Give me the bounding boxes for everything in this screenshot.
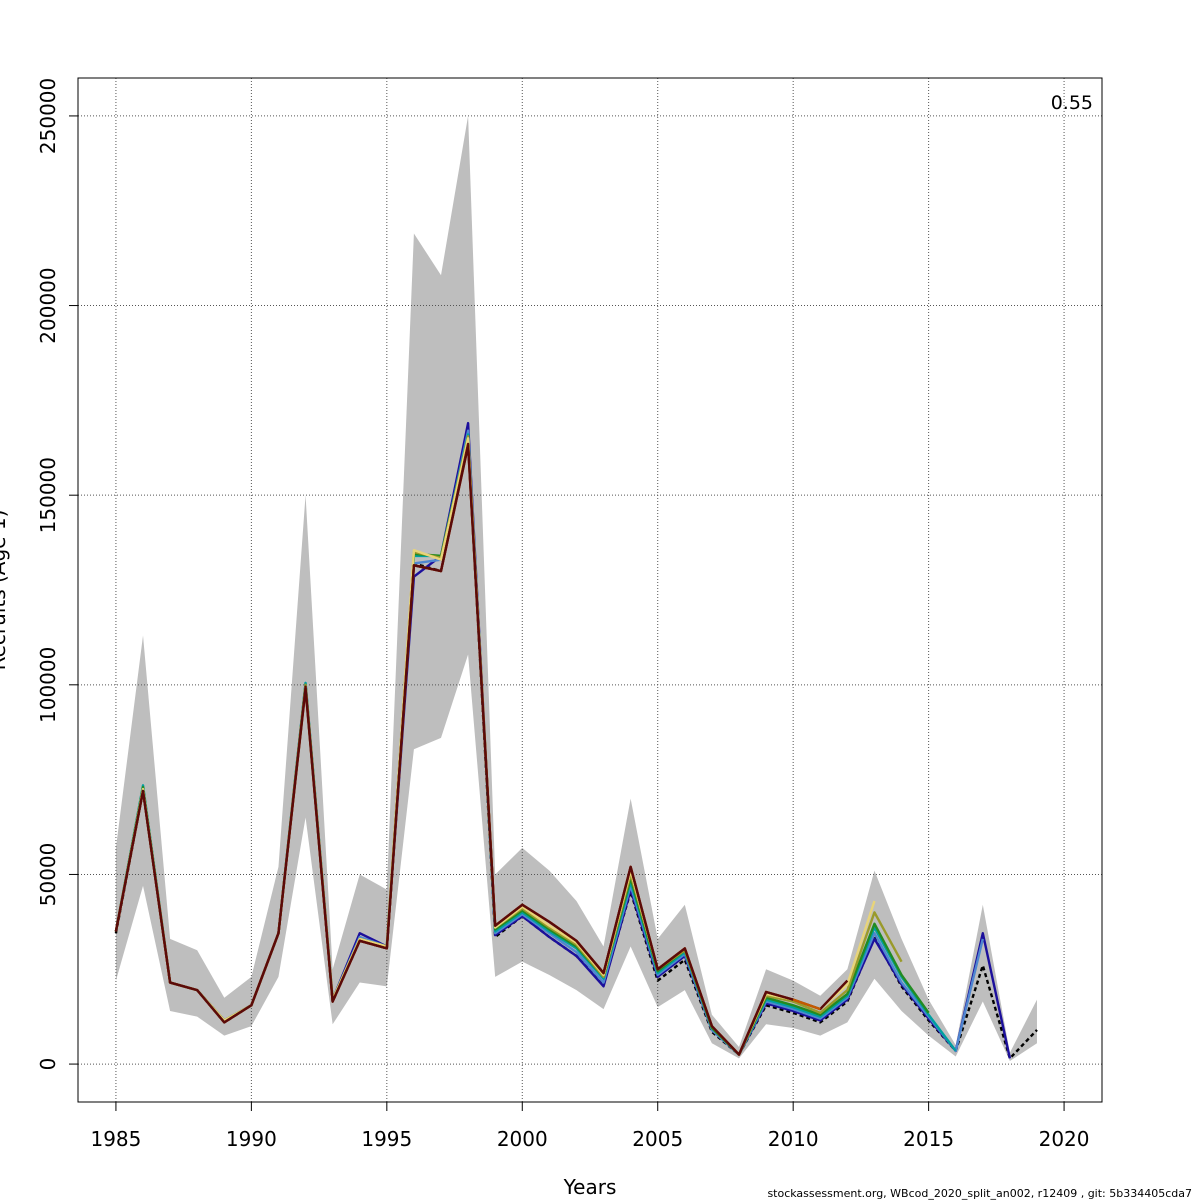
x-tick-label: 2015 [903,1127,954,1151]
x-axis: 1985 1990 1995 2000 2005 2010 2015 2020 [90,1101,1090,1151]
y-tick-label: 100000 [36,647,60,723]
x-tick-label: 1985 [90,1127,141,1151]
x-tick-label: 2005 [632,1127,683,1151]
y-tick-label: 150000 [36,457,60,533]
credit-footer: stockassessment.org, WBcod_2020_split_an… [767,1187,1192,1200]
annotation-value: 0.55 [1051,92,1093,114]
y-tick-label: 250000 [36,78,60,154]
x-tick-label: 1995 [361,1127,412,1151]
x-tick-label: 2010 [768,1127,819,1151]
confidence-band [115,115,1037,1062]
series-line-peel-9 [114,444,794,1056]
y-tick-label: 0 [36,1058,60,1071]
y-tick-label: 200000 [36,267,60,343]
y-tick-label: 50000 [36,843,60,907]
x-axis-title: Years [563,1175,617,1199]
x-tick-label: 2020 [1039,1127,1090,1151]
y-axis-title: Recruits (Age 1) [0,510,10,671]
series-layer [114,421,1038,1060]
x-tick-label: 2000 [497,1127,548,1151]
x-tick-label: 1990 [226,1127,277,1151]
y-axis: 0 50000 100000 150000 200000 250000 [36,78,79,1071]
confidence-band-layer [115,115,1037,1062]
series-line-peel-4 [114,437,930,1056]
